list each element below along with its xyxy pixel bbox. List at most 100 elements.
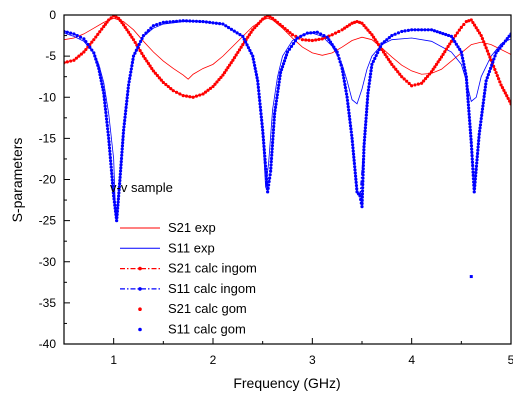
data-point — [118, 169, 123, 173]
data-point — [232, 29, 236, 33]
data-point — [368, 30, 372, 35]
data-point — [463, 68, 467, 73]
data-point — [121, 134, 125, 139]
data-point — [460, 53, 464, 57]
data-point — [416, 28, 420, 32]
data-point — [471, 163, 475, 168]
data-point — [390, 62, 394, 66]
data-point — [257, 92, 261, 96]
data-point — [362, 148, 366, 152]
data-point — [355, 19, 359, 24]
data-point — [304, 38, 308, 42]
data-point — [259, 115, 263, 119]
data-point — [363, 135, 367, 139]
data-point — [263, 161, 267, 165]
data-point — [345, 24, 349, 29]
data-point — [136, 45, 140, 49]
data-point — [273, 18, 277, 22]
data-point — [188, 19, 192, 23]
data-point — [338, 60, 342, 64]
data-point — [65, 60, 69, 64]
data-point — [254, 69, 258, 74]
data-point — [339, 63, 343, 67]
legend-marker — [138, 307, 142, 312]
data-point — [467, 115, 471, 120]
data-point — [108, 155, 112, 160]
data-point — [366, 28, 370, 32]
data-point — [360, 205, 364, 209]
data-point — [485, 76, 489, 80]
data-point — [208, 86, 213, 91]
data-point — [184, 94, 189, 98]
data-point — [133, 51, 137, 55]
data-point — [259, 19, 263, 23]
data-point — [353, 168, 357, 172]
data-point — [342, 79, 346, 83]
data-point — [343, 82, 347, 87]
data-point — [368, 78, 372, 82]
data-point — [127, 80, 131, 84]
data-point — [82, 50, 86, 54]
data-point — [501, 41, 506, 45]
data-point — [345, 95, 349, 99]
data-point — [396, 70, 400, 74]
data-point — [441, 31, 445, 36]
data-point — [74, 56, 79, 60]
data-point — [120, 150, 124, 154]
data-point — [487, 52, 491, 56]
data-point — [473, 183, 477, 188]
data-point — [328, 40, 333, 44]
data-point — [361, 160, 366, 165]
data-point — [289, 44, 294, 49]
data-point — [121, 141, 125, 145]
data-point — [374, 53, 378, 58]
data-point — [231, 58, 235, 62]
data-point — [466, 100, 470, 104]
data-point — [473, 177, 477, 181]
data-point — [462, 65, 467, 70]
data-point — [241, 43, 245, 47]
data-point — [98, 73, 102, 77]
data-point — [386, 57, 391, 62]
data-point — [138, 49, 142, 53]
data-point — [269, 156, 274, 161]
data-point — [101, 88, 105, 92]
data-point — [383, 52, 387, 57]
data-point — [457, 28, 461, 32]
data-point — [140, 36, 144, 41]
data-point — [330, 33, 334, 37]
data-point — [343, 86, 348, 90]
data-point — [126, 30, 131, 34]
data-point — [362, 145, 366, 149]
data-point — [123, 112, 127, 116]
data-point — [500, 86, 505, 90]
data-point — [130, 35, 134, 39]
data-point — [444, 32, 448, 37]
data-point — [350, 133, 354, 137]
data-point — [354, 180, 358, 185]
data-point — [271, 140, 275, 145]
data-point — [204, 20, 208, 24]
data-point — [371, 35, 376, 39]
data-point — [364, 122, 368, 127]
data-point — [258, 98, 262, 103]
data-point — [102, 91, 106, 95]
data-point — [269, 169, 273, 173]
data-point — [468, 128, 472, 132]
data-point — [467, 19, 471, 23]
data-point — [239, 45, 243, 49]
data-point — [320, 37, 324, 41]
data-point — [327, 38, 331, 42]
data-point — [477, 135, 481, 140]
data-point — [479, 33, 483, 38]
data-point — [261, 131, 265, 135]
legend-marker — [138, 266, 142, 271]
data-point — [269, 166, 273, 170]
data-point — [261, 135, 265, 139]
data-point — [345, 98, 350, 103]
data-point — [131, 54, 136, 58]
data-point — [377, 48, 381, 52]
data-point — [191, 19, 195, 23]
data-point — [362, 23, 366, 28]
data-point — [116, 203, 120, 207]
